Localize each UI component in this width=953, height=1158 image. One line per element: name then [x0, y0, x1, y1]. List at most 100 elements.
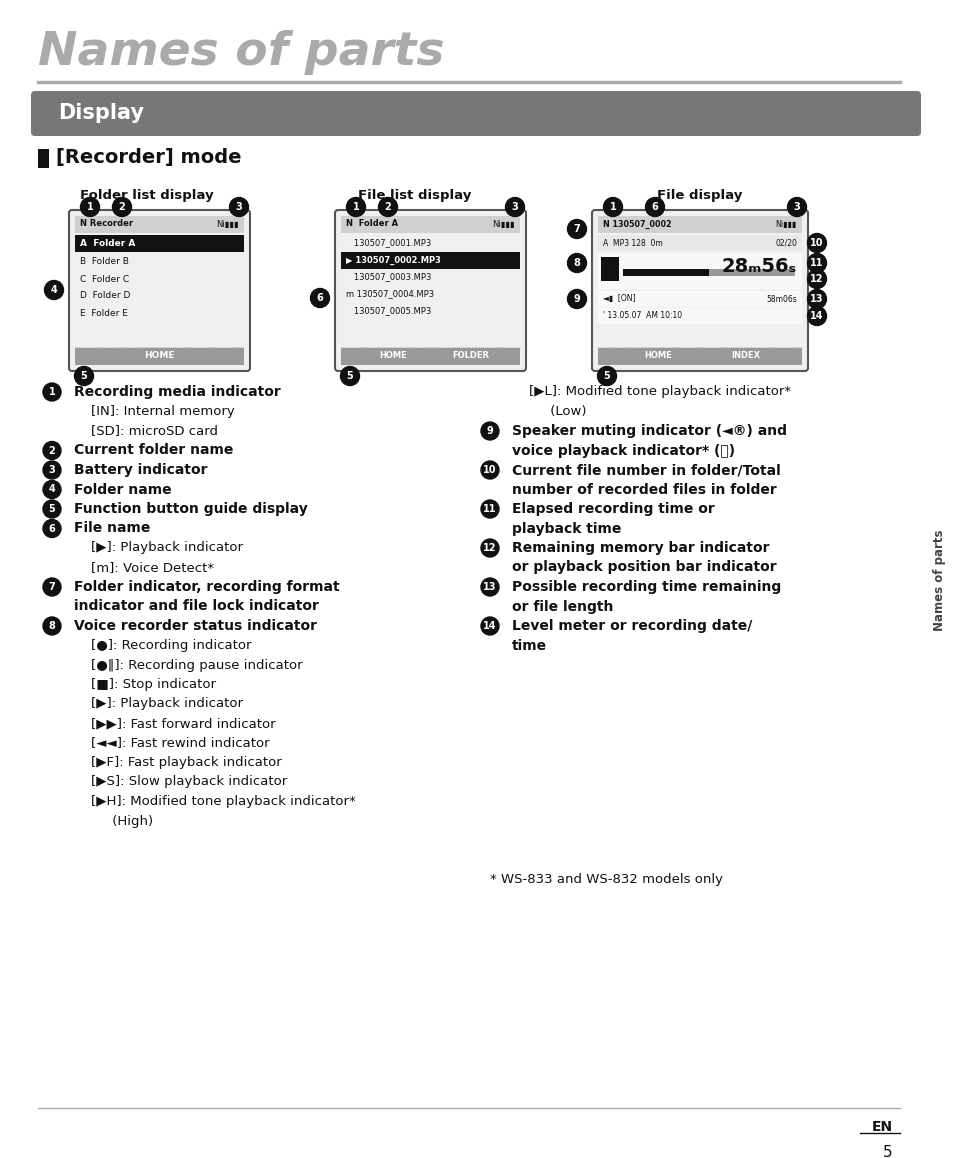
Circle shape: [806, 290, 825, 308]
Text: time: time: [512, 638, 547, 652]
Circle shape: [480, 617, 498, 635]
Circle shape: [480, 500, 498, 518]
FancyBboxPatch shape: [69, 210, 250, 371]
Circle shape: [806, 307, 825, 325]
Circle shape: [43, 578, 61, 596]
Text: N 130507_0002: N 130507_0002: [602, 219, 671, 228]
Text: A  MP3 128  0m: A MP3 128 0m: [602, 239, 662, 248]
Text: indicator and file lock indicator: indicator and file lock indicator: [74, 600, 318, 614]
Text: 14: 14: [483, 621, 497, 631]
Text: 1: 1: [49, 387, 55, 397]
Bar: [622, 269, 708, 276]
FancyBboxPatch shape: [335, 210, 525, 371]
Circle shape: [230, 198, 248, 217]
Text: Voice recorder status indicator: Voice recorder status indicator: [74, 620, 316, 633]
Text: 3: 3: [793, 201, 800, 212]
Text: File list display: File list display: [358, 190, 471, 203]
Bar: [75, 235, 244, 252]
Text: Elapsed recording time or: Elapsed recording time or: [512, 503, 714, 516]
Text: A  Folder A: A Folder A: [80, 239, 135, 248]
Circle shape: [806, 234, 825, 252]
Text: 5: 5: [346, 371, 353, 381]
Circle shape: [43, 461, 61, 479]
Circle shape: [80, 198, 99, 217]
Text: 2: 2: [384, 201, 391, 212]
Circle shape: [480, 578, 498, 596]
Bar: [340, 252, 519, 269]
Text: 28ₘ56ₛ: 28ₘ56ₛ: [721, 257, 796, 277]
Text: N  Folder A: N Folder A: [346, 220, 397, 228]
Text: Names of parts: Names of parts: [38, 30, 444, 75]
Text: 5: 5: [603, 371, 610, 381]
Text: 02/20: 02/20: [774, 239, 796, 248]
Text: [▶H]: Modified tone playback indicator*: [▶H]: Modified tone playback indicator*: [74, 796, 355, 808]
Circle shape: [45, 280, 64, 300]
Text: Display: Display: [58, 103, 144, 123]
Circle shape: [480, 538, 498, 557]
Circle shape: [43, 520, 61, 537]
Text: Recording media indicator: Recording media indicator: [74, 384, 280, 400]
Text: 11: 11: [809, 258, 822, 267]
Circle shape: [310, 288, 329, 308]
Text: 7: 7: [49, 582, 55, 592]
Text: Current folder name: Current folder name: [74, 444, 233, 457]
Text: 4: 4: [49, 484, 55, 494]
Text: 7: 7: [573, 223, 579, 234]
Text: EN: EN: [871, 1120, 892, 1134]
Text: Folder list display: Folder list display: [80, 190, 213, 203]
Text: or playback position bar indicator: or playback position bar indicator: [512, 560, 776, 574]
Text: 5: 5: [882, 1145, 892, 1158]
Text: Speaker muting indicator (◄®) and: Speaker muting indicator (◄®) and: [512, 424, 786, 438]
Text: HOME: HOME: [144, 352, 174, 360]
Circle shape: [597, 366, 616, 386]
Bar: [598, 217, 801, 233]
Text: [▶]: Playback indicator: [▶]: Playback indicator: [74, 697, 243, 711]
Text: 14: 14: [809, 312, 822, 321]
Bar: [598, 291, 801, 307]
Text: Current file number in folder/Total: Current file number in folder/Total: [512, 463, 780, 477]
Text: [▶L]: Modified tone playback indicator*: [▶L]: Modified tone playback indicator*: [512, 386, 790, 398]
Circle shape: [43, 500, 61, 518]
Text: [●]: Recording indicator: [●]: Recording indicator: [74, 639, 252, 652]
Circle shape: [786, 198, 805, 217]
Text: 2: 2: [118, 201, 125, 212]
Text: (High): (High): [74, 814, 153, 828]
Circle shape: [74, 366, 93, 386]
Text: 6: 6: [316, 293, 323, 303]
Text: File display: File display: [657, 190, 741, 203]
Text: 130507_0005.MP3: 130507_0005.MP3: [346, 307, 431, 315]
Text: 3: 3: [49, 466, 55, 475]
Text: [IN]: Internal memory: [IN]: Internal memory: [74, 405, 234, 418]
Text: D  Folder D: D Folder D: [80, 292, 131, 300]
Text: E  Folder E: E Folder E: [80, 308, 128, 317]
Text: 130507_0003.MP3: 130507_0003.MP3: [346, 272, 431, 281]
Circle shape: [480, 461, 498, 479]
Text: [▶S]: Slow playback indicator: [▶S]: Slow playback indicator: [74, 776, 287, 789]
Bar: [75, 349, 244, 365]
Text: 8: 8: [573, 258, 579, 267]
Circle shape: [567, 290, 586, 308]
Bar: [598, 235, 801, 251]
Text: voice playback indicator* (⒨): voice playback indicator* (⒨): [512, 444, 735, 457]
Text: 11: 11: [483, 504, 497, 514]
Text: [m]: Voice Detect*: [m]: Voice Detect*: [74, 560, 213, 574]
FancyBboxPatch shape: [30, 91, 920, 135]
Text: playback time: playback time: [512, 521, 620, 535]
Circle shape: [346, 198, 365, 217]
Text: 5: 5: [81, 371, 88, 381]
Circle shape: [378, 198, 397, 217]
Text: 10: 10: [483, 466, 497, 475]
Text: Possible recording time remaining: Possible recording time remaining: [512, 580, 781, 594]
Text: Level meter or recording date/: Level meter or recording date/: [512, 620, 752, 633]
Circle shape: [806, 254, 825, 272]
Text: Ni▮▮▮: Ni▮▮▮: [216, 220, 239, 228]
Text: 5: 5: [49, 504, 55, 514]
Text: Ni▮▮▮: Ni▮▮▮: [775, 220, 796, 228]
Text: ◄▮  [ON]: ◄▮ [ON]: [602, 294, 635, 303]
Bar: [75, 217, 244, 233]
Bar: [598, 252, 801, 290]
Circle shape: [43, 481, 61, 498]
Text: 6: 6: [49, 523, 55, 534]
Text: INDEX: INDEX: [731, 352, 760, 360]
Text: [●‖]: Recording pause indicator: [●‖]: Recording pause indicator: [74, 659, 302, 672]
